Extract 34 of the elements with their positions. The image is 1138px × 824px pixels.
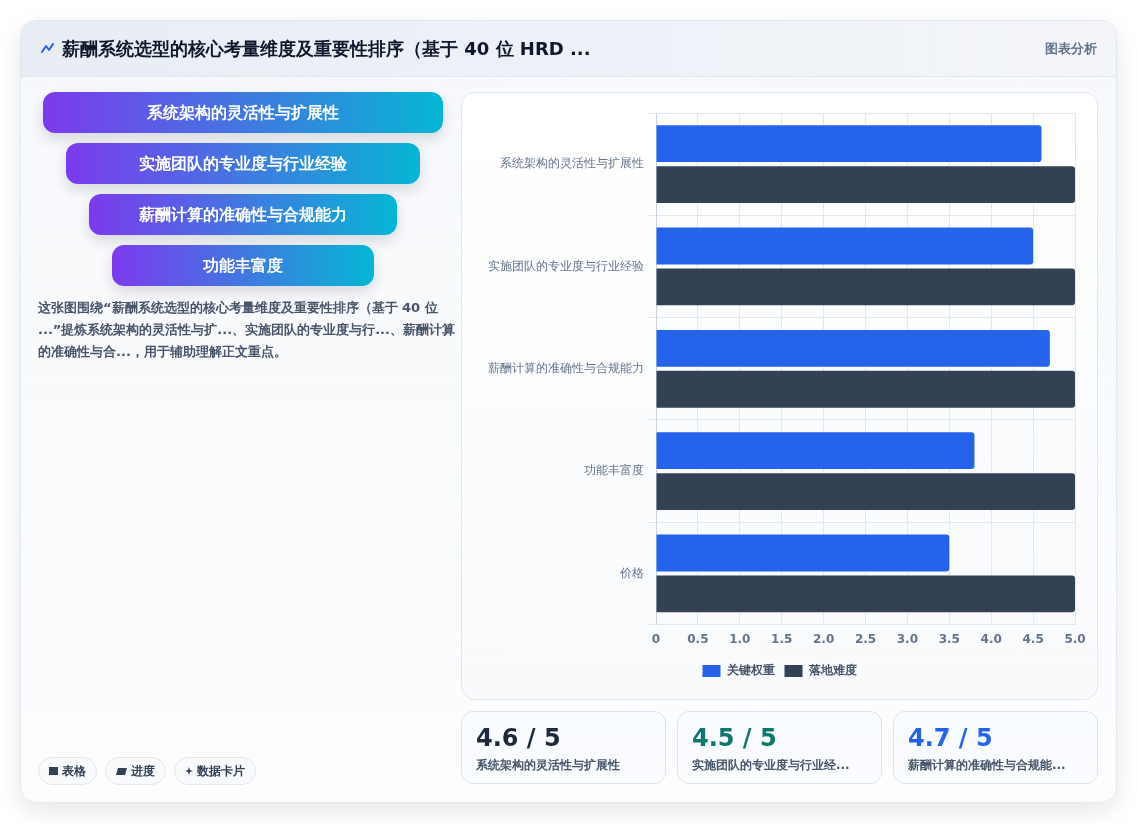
x-tick-label: 4.5 [1022,631,1044,646]
x-tick-label: 1.0 [729,631,751,646]
text: 图表分析 [1045,40,1097,58]
legend-label: 落地难度 [807,663,857,678]
text: 数据卡片 [197,763,245,780]
category-label: 功能丰富度 [112,245,374,286]
category-label: 系统架构的灵活性与扩展性 [476,757,620,774]
x-tick-label: 0.5 [687,631,709,646]
text: 薪酬系统选型的核心考量维度及重要性排序（基于 40 位 HRD ... [62,37,591,61]
category-label: 薪酬计算的准确性与合规能... [908,757,1066,774]
x-tick-label: 2.0 [812,631,835,646]
x-tick-label: 0 [651,631,661,646]
category-label: 薪酬计算的准确性与合规能力 [89,194,397,235]
text: 4.5 / 5 [692,724,777,752]
category-label: 实施团队的专业度与行业经... [692,757,850,774]
category-label: 系统架构的灵活性与扩展性 [43,92,443,133]
x-tick-label: 4.0 [980,631,1002,646]
y-tick-label: 功能丰富度 [584,463,644,478]
y-tick-label: 价格 [619,565,644,580]
y-tick-label: 实施团队的专业度与行业经验 [488,258,644,273]
y-tick-label: 系统架构的灵活性与扩展性 [500,156,644,171]
x-tick-label: 3.5 [938,631,960,646]
text: 4.7 / 5 [908,724,993,752]
text: 4.6 / 5 [476,724,561,752]
legend-label: 关键权重 [725,663,775,678]
text: 这张图围绕“薪酬系统选型的核心考量维度及重要性排序（基于 40 位 ...”提炼系统架构的灵活性与扩...、实施团队的专业度与行...、薪酬计算的准确性与合...，用于辅助理解正文重点。 [38,299,456,361]
x-tick-label: 1.5 [771,631,793,646]
text: 表格 [62,763,86,780]
x-tick-label: 2.5 [854,631,877,646]
x-tick-label: 3.0 [896,631,919,646]
y-tick-label: 薪酬计算的准确性与合规能力 [488,360,644,375]
category-label: 实施团队的专业度与行业经验 [66,143,420,184]
x-tick-label: 5.0 [1064,631,1086,646]
text: 进度 [131,763,155,780]
